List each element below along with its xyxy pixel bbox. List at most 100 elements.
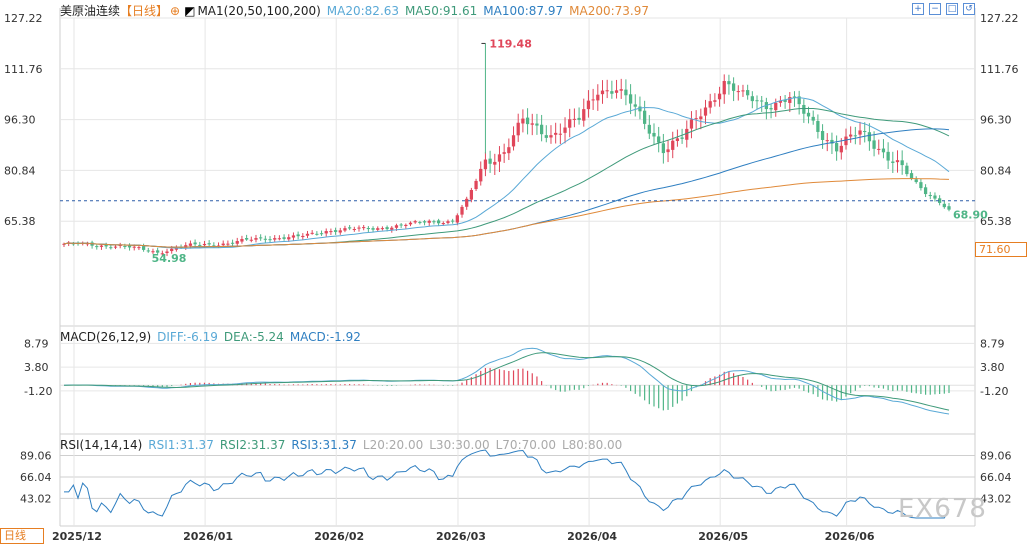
x-tick-label: 2026/03 (436, 530, 486, 543)
ma-label: MA1(20,50,100,200) (197, 4, 321, 18)
candle-body (596, 94, 600, 101)
candle-body (661, 143, 665, 154)
candle-body (525, 117, 530, 125)
x-tick-label: 2026/06 (825, 530, 875, 543)
x-tick-label: 2026/02 (314, 530, 364, 543)
candle-body (202, 243, 207, 246)
candle-body (577, 117, 581, 120)
candle-body (221, 243, 225, 246)
candle-body (703, 107, 708, 116)
candle-body (460, 206, 464, 215)
candle-body (507, 147, 511, 154)
candle-body (731, 83, 736, 91)
candle-body (385, 227, 389, 230)
candle-body (923, 187, 928, 195)
candle-body (530, 123, 534, 125)
candle-body (474, 180, 478, 190)
settings-icon[interactable]: ⊕ (170, 4, 181, 18)
candle-body (62, 243, 66, 245)
candle-body (469, 189, 474, 200)
candle-body (240, 238, 244, 242)
candle-body (755, 100, 759, 102)
candle-body (610, 91, 614, 94)
candle-body (343, 228, 347, 231)
candle-body (390, 227, 394, 230)
candle-body (141, 246, 146, 250)
candle-body (849, 134, 853, 137)
candle-body (633, 104, 637, 107)
candle-body (235, 241, 239, 244)
candle-body (441, 223, 445, 225)
candle-body (933, 195, 937, 199)
macd-tick-right: -1.20 (980, 385, 1008, 398)
candle-body (315, 233, 319, 235)
candle-body (825, 140, 829, 142)
candle-body (465, 198, 469, 207)
candle-body (792, 96, 797, 98)
zoom-in-icon[interactable]: + (912, 3, 924, 15)
price-tick-left: 127.22 (4, 12, 43, 25)
candle-body (497, 154, 502, 162)
candle-body (881, 148, 886, 153)
candle-body (619, 89, 623, 91)
candle-body (99, 245, 104, 247)
candle-body (797, 96, 801, 105)
candle-body (891, 161, 895, 163)
candle-body (216, 245, 221, 247)
candle-body (165, 251, 169, 253)
candle-body (362, 227, 366, 229)
candle-body (872, 140, 876, 149)
candle-body (418, 222, 422, 224)
candle-body (783, 99, 787, 102)
candle-body (404, 224, 408, 227)
candle-body (572, 118, 577, 120)
price-tick-right: 80.84 (980, 164, 1012, 177)
ma50-line (63, 108, 950, 248)
candle-body (811, 116, 815, 121)
candle-body (170, 248, 174, 252)
candle-body (156, 250, 160, 253)
macd-label: MACD(26,12,9) (60, 330, 152, 344)
candle-body (85, 243, 90, 245)
candle-body (699, 116, 703, 120)
rsi-label: RSI(14,14,14) (60, 438, 143, 452)
candle-body (483, 159, 488, 170)
candle-body (586, 100, 591, 110)
candle-body (909, 173, 914, 179)
zoom-out-icon[interactable]: − (929, 3, 941, 15)
candle-body (291, 235, 296, 238)
candle-body (558, 133, 562, 135)
period-label[interactable]: 【日线】 (120, 4, 169, 18)
candle-body (938, 198, 942, 203)
candle-body (249, 239, 253, 241)
candle-body (502, 152, 506, 154)
candle-body (877, 148, 881, 150)
candle-body (839, 145, 843, 153)
candle-body (652, 132, 656, 137)
candle-body (212, 245, 216, 247)
candle-body (666, 149, 670, 153)
fullscreen-icon[interactable]: □ (946, 3, 958, 15)
candle-body (816, 121, 820, 132)
candle-body (722, 80, 726, 95)
candle-body (778, 100, 783, 103)
x-tick-label: 2026/05 (698, 530, 748, 543)
ma100-value: MA100:87.97 (483, 4, 564, 18)
chart-type-icon[interactable]: ◩ (184, 4, 196, 18)
period-tab[interactable]: 日线 (0, 528, 44, 544)
candle-body (834, 143, 839, 152)
candle-body (287, 237, 291, 240)
rsi-tick-left: 89.06 (20, 450, 52, 463)
last-annotation: 68.90 (953, 209, 988, 222)
macd-header: MACD(26,12,9) DIFF:-6.19 DEA:-5.24 MACD:-1.… (60, 330, 367, 344)
reset-icon[interactable]: ↺ (963, 3, 975, 15)
macd-tick-right: 8.79 (980, 337, 1005, 350)
symbol-label: 美原油连续 (60, 4, 121, 18)
candle-body (123, 245, 127, 247)
min-annotation: 54.98 (152, 252, 187, 265)
price-tick-left: 80.84 (4, 164, 36, 177)
rsi-header: RSI(14,14,14) RSI1:31.37 RSI2:31.37 RSI3:31… (60, 438, 628, 452)
candle-body (207, 243, 211, 245)
candle-body (741, 90, 745, 92)
